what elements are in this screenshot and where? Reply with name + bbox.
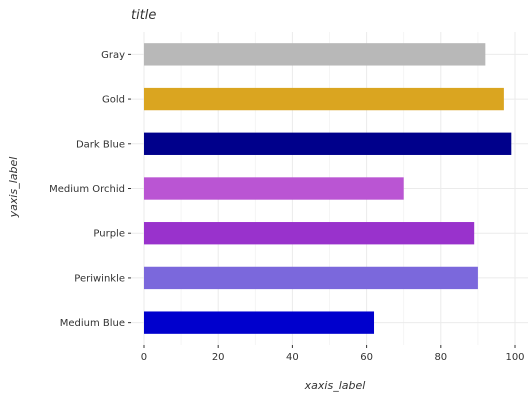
- bar-purple: [143, 222, 475, 245]
- x-axis-ticks: 0 20 40 60 80 100: [141, 345, 525, 363]
- y-axis-title: yaxis_label: [7, 157, 20, 219]
- x-axis-title: xaxis_label: [304, 379, 366, 392]
- x-tick-label: 40: [286, 352, 299, 363]
- y-tick-label: Medium Orchid: [49, 184, 125, 195]
- bar-medium-orchid: [143, 177, 404, 200]
- bar-gold: [143, 87, 504, 111]
- bars: [143, 43, 512, 334]
- bar-dark-blue: [143, 132, 512, 155]
- x-tick-label: 60: [360, 352, 373, 363]
- y-axis-ticks: Medium Blue Periwinkle Purple Medium Orchid…: [49, 50, 131, 329]
- y-tick-label: Medium Blue: [60, 318, 125, 329]
- y-tick-label: Purple: [93, 229, 125, 240]
- y-tick-label: Dark Blue: [76, 139, 125, 150]
- x-tick-label: 100: [505, 352, 524, 363]
- y-tick-label: Gold: [102, 95, 125, 106]
- x-tick-label: 20: [212, 352, 225, 363]
- chart-title: title: [131, 8, 156, 23]
- bar-periwinkle: [143, 266, 478, 290]
- x-tick-label: 80: [434, 352, 447, 363]
- bar-medium-blue: [143, 311, 375, 334]
- x-tick-label: 0: [141, 352, 147, 363]
- y-tick-label: Periwinkle: [74, 273, 125, 284]
- bar-gray: [143, 43, 486, 66]
- y-tick-label: Gray: [101, 50, 125, 61]
